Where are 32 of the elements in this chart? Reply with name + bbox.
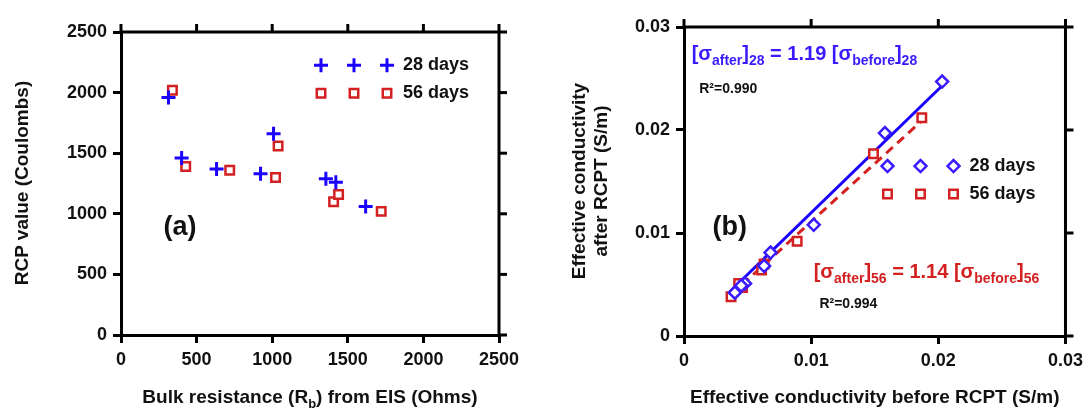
- legend-label: 28 days: [403, 54, 470, 75]
- y-tick-label: 0: [96, 323, 107, 344]
- annotation: (a): [163, 211, 197, 242]
- y-tick-label: 0: [659, 324, 670, 345]
- x-tick-label: 0.03: [1047, 349, 1084, 370]
- x-axis-title: Effective conductivity before RCPT (S/m): [689, 386, 1060, 408]
- y-axis-title: Effective conductivity after RCPT (S/m): [568, 81, 612, 282]
- x-tick-label: 0: [678, 349, 690, 370]
- x-tick-label: 500: [181, 348, 212, 369]
- y-tick-label: 2000: [66, 81, 107, 102]
- y-axis-title: RCP value (Coulombs): [11, 79, 33, 288]
- y-tick-label: 0.03: [634, 15, 670, 36]
- x-tick-label: 2500: [478, 348, 520, 369]
- x-tick-label: 0.01: [793, 349, 829, 370]
- y-tick-label: 0.02: [634, 118, 670, 139]
- legend-label: 28 days: [969, 155, 1036, 176]
- x-tick-label: 0: [115, 348, 127, 369]
- x-axis-title: Bulk resistance (R$_{b}$) from EIS (Ohms): [142, 386, 478, 411]
- legend-label: 56 days: [969, 183, 1036, 204]
- x-tick-label: 2000: [403, 348, 444, 369]
- x-tick-label: 1500: [327, 348, 368, 369]
- annotation: R²=0.990: [699, 79, 758, 96]
- y-tick-label: 0.01: [634, 221, 670, 242]
- y-tick-label: 2500: [66, 20, 107, 41]
- annotation: R²=0.994: [819, 294, 878, 311]
- x-tick-label: 1000: [252, 348, 293, 369]
- legend-label: 56 days: [403, 82, 470, 103]
- y-tick-label: 500: [76, 263, 107, 284]
- y-tick-label: 1000: [66, 202, 107, 223]
- annotation: (b): [712, 211, 748, 242]
- x-tick-label: 0.02: [920, 349, 956, 370]
- y-tick-label: 1500: [66, 142, 107, 163]
